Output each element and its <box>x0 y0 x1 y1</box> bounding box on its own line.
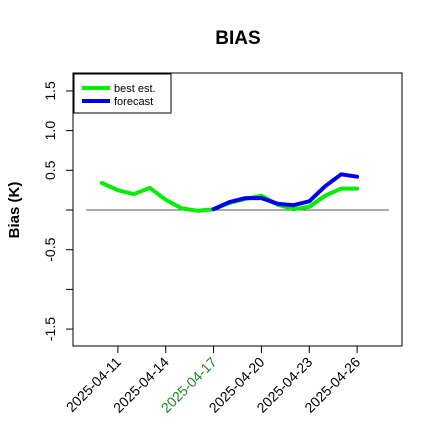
y-tick-label: -1.5 <box>42 317 58 341</box>
legend-label-forecast: forecast <box>114 96 153 108</box>
series-line-0 <box>99 181 360 213</box>
y-tick-label: -0.5 <box>42 237 58 261</box>
series-layer <box>99 172 360 213</box>
y-tick-label: 1.0 <box>42 121 58 141</box>
y-axis: -1.5 -0.5 0.5 1.0 1.5 <box>42 81 73 341</box>
y-tick-label: 1.5 <box>42 81 58 101</box>
series-line-1 <box>211 172 360 212</box>
y-tick-label: 0.5 <box>42 160 58 180</box>
chart-title: BIAS <box>215 28 260 49</box>
x-axis: 2025-04-112025-04-142025-04-172025-04-20… <box>63 346 363 416</box>
y-axis-label: Bias (K) <box>6 182 23 239</box>
legend-box <box>73 73 172 114</box>
legend: best est. forecast <box>73 73 172 114</box>
legend-label-best-est: best est. <box>114 83 156 95</box>
